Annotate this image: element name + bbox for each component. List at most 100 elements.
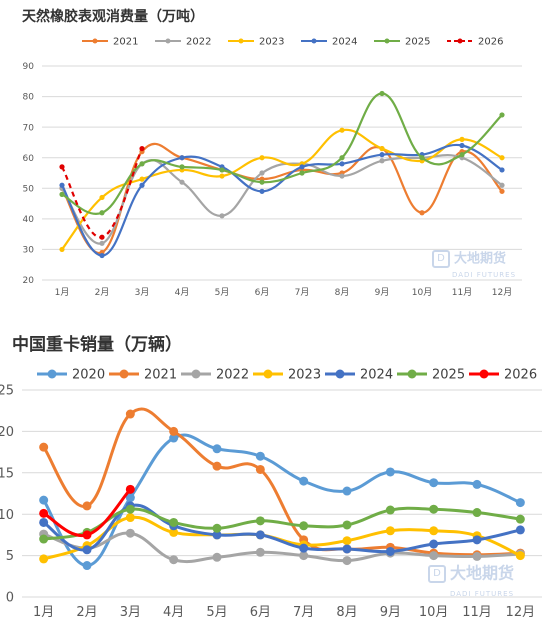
data-point-2021 (82, 501, 92, 511)
data-point-2020 (472, 479, 482, 489)
data-point-2023 (379, 145, 385, 152)
y-tick-label: 90 (23, 62, 35, 72)
data-point-2024 (385, 546, 395, 556)
data-point-2022 (429, 551, 439, 561)
x-tick-label: 5月 (206, 605, 227, 620)
data-point-2020 (212, 444, 222, 454)
data-point-2022 (259, 170, 265, 176)
data-point-2021 (212, 461, 222, 471)
data-point-2023 (515, 551, 525, 561)
y-tick-label: 15 (0, 466, 14, 481)
x-tick-label: 12月 (492, 287, 512, 298)
data-point-2024 (255, 530, 265, 540)
data-point-2022 (125, 528, 135, 538)
legend-label: 2022 (186, 37, 211, 48)
data-point-2026 (125, 484, 135, 494)
watermark-cn: 大地期货 (454, 251, 507, 267)
x-tick-label: 4月 (175, 287, 190, 298)
data-point-2023 (99, 194, 105, 201)
data-point-2025 (255, 516, 265, 526)
legend-label: 2024 (360, 368, 393, 383)
data-point-2025 (259, 179, 265, 185)
data-point-2024 (299, 543, 309, 553)
data-point-2024 (299, 164, 305, 170)
x-tick-label: 7月 (295, 287, 310, 298)
y-tick-label: 80 (23, 93, 35, 103)
x-tick-label: 10月 (419, 605, 449, 620)
data-point-2025 (39, 534, 49, 544)
data-point-2025 (379, 90, 385, 97)
x-tick-label: 4月 (163, 605, 184, 620)
data-point-2023 (429, 526, 439, 536)
legend-label: 2021 (113, 37, 138, 48)
y-tick-label: 40 (23, 215, 35, 225)
watermark-en: DADI FUTURES (450, 590, 515, 598)
data-point-2024 (342, 544, 352, 554)
data-point-2022 (299, 551, 309, 561)
data-point-2021 (419, 210, 425, 216)
legend-marker (311, 38, 317, 44)
legend-marker (238, 38, 244, 44)
x-tick-label: 3月 (120, 605, 141, 620)
data-point-2024 (82, 545, 92, 555)
data-point-2024 (499, 167, 505, 173)
data-point-2022 (342, 556, 352, 566)
watermark-cn: 大地期货 (450, 563, 515, 583)
data-point-2024 (339, 161, 345, 167)
legend-item: 2023 (228, 37, 284, 48)
x-tick-label: 6月 (250, 605, 271, 620)
data-point-2025 (169, 517, 179, 527)
watermark-en: DADI FUTURES (452, 271, 517, 279)
legend-marker (263, 369, 273, 379)
legend-item: 2021 (109, 368, 177, 383)
data-point-2025 (99, 210, 105, 216)
data-point-2025 (342, 520, 352, 530)
data-point-2020 (385, 467, 395, 477)
data-point-2025 (459, 152, 465, 158)
data-point-2021 (255, 464, 265, 474)
data-point-2023 (219, 173, 225, 179)
legend-label: 2026 (478, 37, 503, 48)
legend-marker (191, 369, 201, 379)
y-tick-label: 50 (23, 184, 35, 194)
data-point-2020 (299, 476, 309, 486)
data-point-2025 (385, 505, 395, 515)
data-point-2024 (99, 252, 105, 259)
legend-label: 2022 (216, 368, 249, 383)
data-point-2020 (255, 451, 265, 461)
data-point-2024 (515, 525, 525, 535)
data-point-2022 (255, 547, 265, 557)
data-point-2022 (179, 179, 185, 185)
x-tick-label: 8月 (336, 605, 357, 620)
data-point-2023 (339, 127, 345, 133)
data-point-2025 (219, 167, 225, 173)
chart-title-heavy-truck-sales: 中国重卡销量（万辆） (12, 335, 182, 355)
data-point-2025 (125, 504, 135, 514)
x-tick-label: 11月 (462, 605, 492, 620)
data-point-2025 (472, 508, 482, 518)
data-point-2021 (125, 409, 135, 419)
data-point-2020 (39, 495, 49, 505)
data-point-2025 (339, 155, 345, 161)
data-point-2023 (59, 246, 65, 253)
legend-label: 2026 (504, 368, 537, 383)
legend-item: 2026 (469, 368, 537, 383)
legend-item: 2025 (397, 368, 465, 383)
legend-item: 2022 (181, 368, 249, 383)
data-point-2022 (379, 158, 385, 164)
data-point-2023 (125, 513, 135, 523)
data-point-2026 (82, 530, 92, 540)
series-line-2021 (61, 142, 503, 254)
rubber-consumption-chart: 20 30 40 50 60 70 80 90 1月 2月 3月 4月 5月 6月 7月 8月 9月 10月 11月… (23, 37, 522, 298)
x-tick-label: 9月 (380, 605, 401, 620)
series-line-2022 (43, 531, 521, 564)
legend-label: 2023 (288, 368, 321, 383)
legend-marker (92, 38, 98, 44)
legend-item: 2024 (325, 368, 393, 383)
data-point-2025 (179, 164, 185, 170)
data-point-2021 (39, 442, 49, 452)
data-point-2025 (499, 112, 505, 118)
legend-marker (165, 38, 171, 44)
data-point-2022 (499, 182, 505, 188)
